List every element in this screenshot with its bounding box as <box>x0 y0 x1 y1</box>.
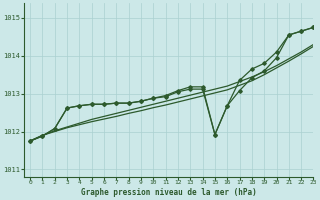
X-axis label: Graphe pression niveau de la mer (hPa): Graphe pression niveau de la mer (hPa) <box>81 188 257 197</box>
